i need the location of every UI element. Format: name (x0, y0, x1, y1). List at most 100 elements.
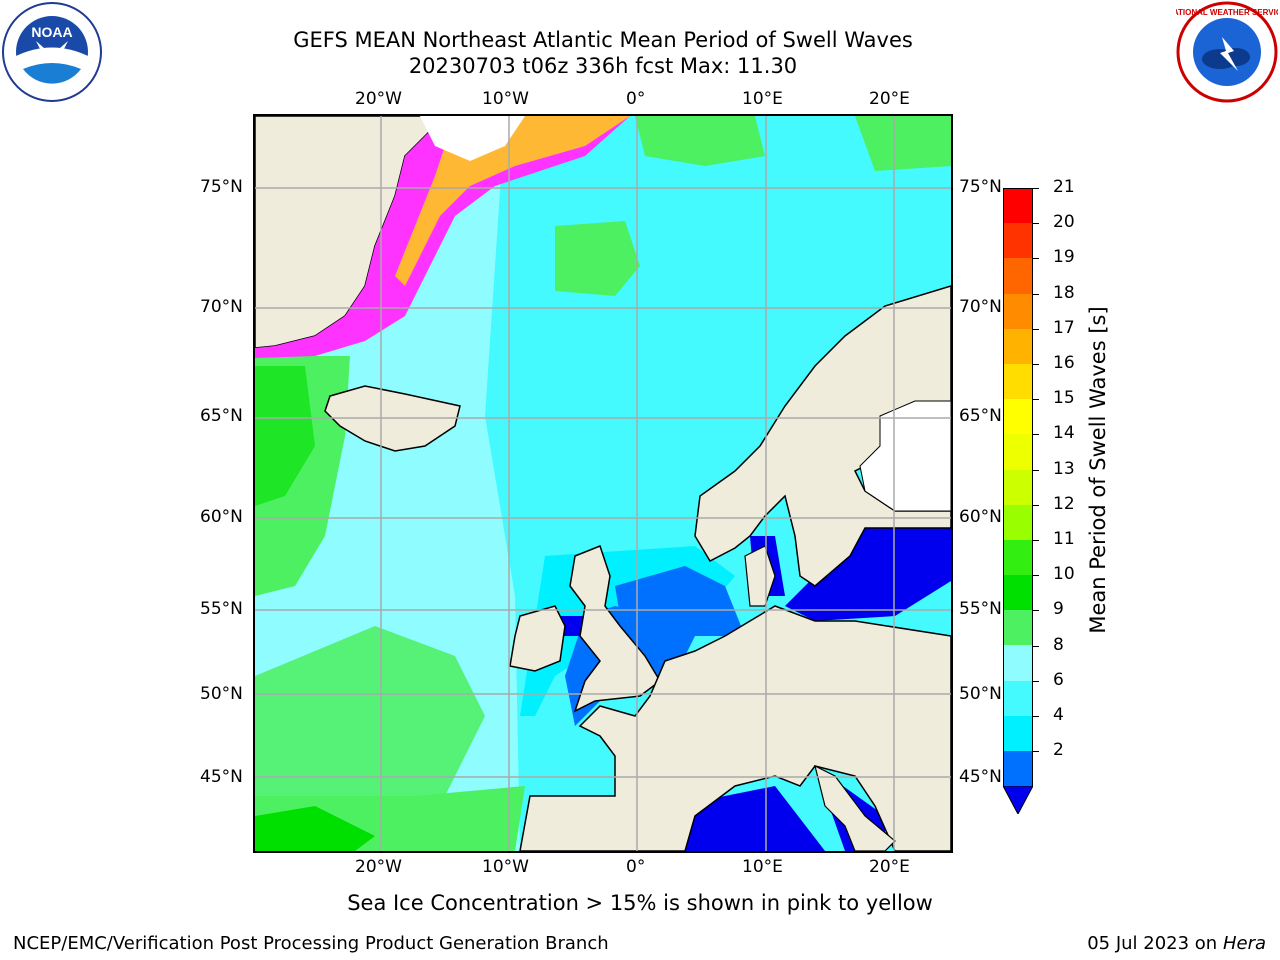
nws-logo-icon: NATIONAL WEATHER SERVICE (1167, 1, 1280, 103)
gulf-of-bothnia (859, 400, 951, 512)
colorbar-tick-mark (1033, 610, 1039, 612)
colorbar-tick-label: 8 (1053, 634, 1064, 655)
colorbar-segment (1003, 469, 1033, 505)
colorbar-tick-mark (1033, 399, 1039, 401)
graticule (255, 116, 951, 851)
colorbar-segment (1003, 399, 1033, 435)
lon-label-bottom: 20°E (869, 857, 910, 877)
chart-title-line2: 20230703 t06z 336h fcst Max: 11.30 (408, 54, 798, 78)
colorbar-tick-mark (1033, 223, 1039, 225)
lon-label-bottom: 20°W (355, 857, 402, 877)
colorbar-segment (1003, 434, 1033, 470)
colorbar-tick-label: 17 (1053, 317, 1075, 338)
colorbar-segment (1003, 188, 1033, 224)
colorbar-segment (1003, 504, 1033, 540)
lon-label-top: 20°W (355, 89, 402, 109)
colorbar-tick-label: 14 (1053, 423, 1075, 444)
colorbar-tick-label: 13 (1053, 458, 1075, 479)
lon-label-bottom: 10°W (482, 857, 529, 877)
colorbar-tick-label: 10 (1053, 564, 1075, 585)
colorbar-tick-label: 21 (1053, 177, 1075, 197)
colorbar-tick-mark (1033, 364, 1039, 365)
colorbar-tick-label: 20 (1053, 212, 1075, 233)
colorbar-tick-mark (1033, 434, 1039, 436)
lon-label-top: 20°E (869, 89, 910, 109)
lon-label-bottom: 0° (626, 857, 646, 877)
map-panel[interactable] (253, 114, 953, 853)
colorbar-segment (1003, 328, 1033, 364)
colorbar-segment (1003, 575, 1033, 611)
sea-ice-white (420, 116, 525, 161)
lat-label-right: 65°N (959, 406, 1002, 426)
swell-green-central (555, 221, 640, 296)
colorbar-segment (1003, 539, 1033, 576)
colorbar-segment (1003, 751, 1033, 787)
footer-machine: Hera (1222, 933, 1266, 954)
swell-green-bright (255, 806, 375, 851)
lat-label-right: 60°N (959, 507, 1002, 527)
colorbar-tick-mark (1033, 540, 1039, 541)
colorbar-tick-label: 12 (1053, 493, 1075, 514)
colorbar-tick-mark (1033, 188, 1039, 189)
colorbar-tick-label: 2 (1053, 740, 1064, 761)
colorbar-tick-mark (1033, 258, 1039, 260)
sea-ice-pink (255, 116, 630, 358)
colorbar-extend-triangle (1002, 785, 1034, 816)
map-canvas (255, 116, 951, 851)
lon-label-top: 0° (626, 89, 646, 109)
colorbar-tick-label: 11 (1053, 529, 1075, 549)
noaa-logo-icon: NOAA (1, 1, 103, 103)
colorbar-label: Mean Period of Swell Waves [s] (1086, 306, 1110, 634)
lat-label-left: 70°N (200, 297, 243, 317)
nws-logo-text: NATIONAL WEATHER SERVICE (1176, 8, 1278, 17)
colorbar-segment (1003, 223, 1033, 259)
colorbar-tick-label: 19 (1053, 247, 1075, 268)
colorbar-tick-mark (1033, 645, 1039, 647)
denmark-land (744, 545, 776, 607)
colorbar-segment (1003, 680, 1033, 716)
sea-ice-orange (395, 116, 630, 286)
swell-green-north (635, 116, 765, 166)
lat-label-right: 75°N (959, 177, 1002, 197)
colorbar-tick-label: 18 (1053, 282, 1075, 303)
colorbar-tick-mark (1033, 469, 1039, 471)
swell-green-northeast (855, 116, 951, 171)
lat-label-right: 70°N (959, 297, 1002, 317)
colorbar-tick-mark (1033, 504, 1039, 506)
lat-label-left: 55°N (200, 599, 243, 619)
swell-baltic (785, 528, 951, 621)
colorbar-segment (1003, 610, 1033, 646)
footer-date: 05 Jul 2023 on Hera (1087, 933, 1266, 954)
swell-green-southwest (255, 626, 485, 851)
colorbar-tick-label: 15 (1053, 388, 1075, 409)
footer-branch: NCEP/EMC/Verification Post Processing Pr… (13, 933, 609, 954)
colorbar-tick-mark (1033, 716, 1039, 717)
swell-green-bright-west (255, 366, 315, 506)
colorbar-tick-mark (1033, 328, 1039, 330)
noaa-logo-text: NOAA (31, 24, 72, 40)
chart-title-line1: GEFS MEAN Northeast Atlantic Mean Period… (293, 28, 913, 52)
lat-label-right: 50°N (959, 684, 1002, 704)
lat-label-right: 45°N (959, 767, 1002, 787)
colorbar-tick-mark (1033, 293, 1039, 295)
sea-ice-note: Sea Ice Concentration > 15% is shown in … (347, 891, 933, 915)
lat-label-right: 55°N (959, 599, 1002, 619)
colorbar-segment (1003, 258, 1033, 294)
colorbar-tick-label: 4 (1053, 705, 1064, 725)
swell-band-norway-sea (635, 116, 951, 546)
colorbar-tick-label: 9 (1053, 599, 1064, 620)
scandinavia-land (694, 285, 951, 587)
lat-label-left: 45°N (200, 767, 243, 787)
colorbar-tick-mark (1033, 575, 1039, 577)
lat-label-left: 60°N (200, 507, 243, 527)
italy-land (814, 764, 896, 851)
lon-label-top: 10°E (742, 89, 783, 109)
colorbar (1002, 188, 1034, 818)
footer-date-text: 05 Jul 2023 on (1087, 933, 1223, 954)
lon-label-bottom: 10°E (742, 857, 783, 877)
colorbar-tick-mark (1033, 751, 1039, 753)
colorbar-tick-mark (1033, 680, 1039, 682)
colorbar-tick-label: 16 (1053, 353, 1075, 373)
colorbar-segment (1003, 645, 1033, 681)
colorbar-segment (1003, 363, 1033, 400)
